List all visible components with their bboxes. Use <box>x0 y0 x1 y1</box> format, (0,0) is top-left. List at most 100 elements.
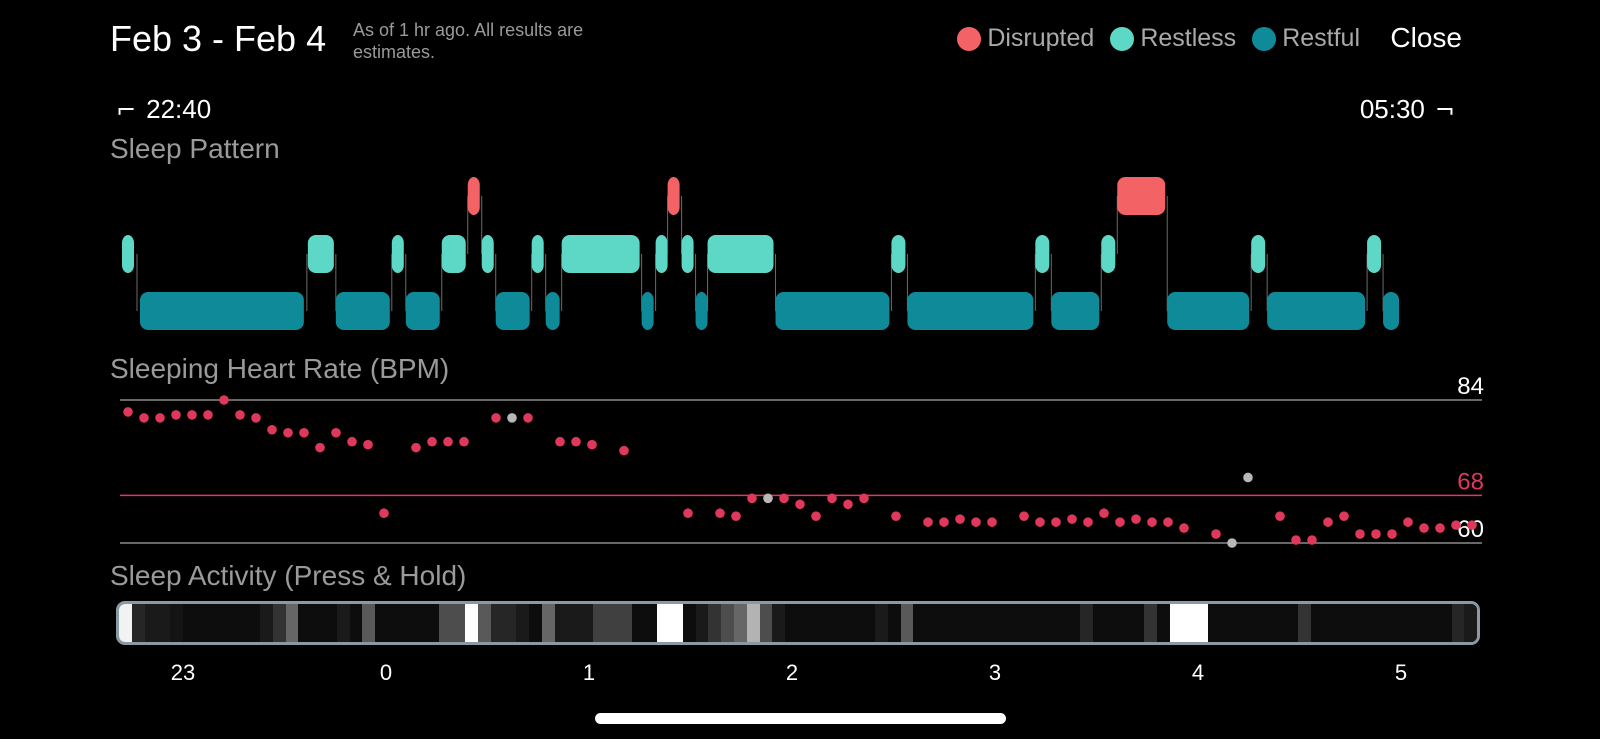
hr-point-70 <box>1451 520 1461 530</box>
pattern-restless-22 <box>1035 235 1050 273</box>
activity-segment <box>1451 604 1465 642</box>
activity-segment <box>541 604 555 642</box>
hr-point-22 <box>507 413 517 423</box>
hr-point-23 <box>523 413 533 423</box>
activity-segment <box>580 604 594 642</box>
pattern-restful-17 <box>695 292 708 330</box>
hr-point-59 <box>1275 511 1285 521</box>
activity-segment <box>772 604 786 642</box>
pattern-disrupted-7 <box>467 177 480 215</box>
activity-segment <box>939 604 952 642</box>
hr-point-4 <box>187 410 197 420</box>
activity-segment <box>516 604 529 642</box>
activity-segment <box>823 604 837 642</box>
activity-segment <box>682 604 696 642</box>
activity-segment <box>413 604 427 642</box>
pattern-restless-29 <box>1367 235 1382 273</box>
activity-segment <box>1220 604 1234 642</box>
hr-point-61 <box>1307 535 1317 545</box>
activity-segment <box>183 604 196 642</box>
hr-point-38 <box>859 493 869 504</box>
hr-point-6 <box>219 395 229 405</box>
pattern-disrupted-15 <box>667 177 680 215</box>
pattern-restful-5 <box>405 292 440 330</box>
pattern-restful-13 <box>641 292 654 330</box>
legend-item-restless: Restless <box>1110 24 1236 53</box>
hr-point-55 <box>1179 523 1189 533</box>
hr-point-37 <box>843 499 853 510</box>
pattern-restless-2 <box>307 235 334 273</box>
pattern-restless-27 <box>1251 235 1266 273</box>
hr-point-16 <box>379 508 389 519</box>
activity-segment <box>1284 604 1298 642</box>
activity-segment <box>900 604 914 642</box>
hr-label-68: 68 <box>1457 468 1484 495</box>
hr-point-63 <box>1339 511 1349 521</box>
pattern-restful-21 <box>907 292 1034 330</box>
hr-point-45 <box>1019 511 1029 521</box>
activity-segment <box>1425 604 1439 642</box>
activity-segment <box>1323 604 1337 642</box>
activity-segment <box>439 604 453 642</box>
pattern-restful-23 <box>1051 292 1100 330</box>
hr-point-66 <box>1387 529 1397 539</box>
activity-segment <box>964 604 978 642</box>
pattern-restless-14 <box>655 235 668 273</box>
heart-rate-chart: 846860 <box>120 373 1484 548</box>
hr-label-84: 84 <box>1457 373 1484 400</box>
disrupted-dot-icon <box>957 26 982 51</box>
hr-point-17 <box>411 442 421 453</box>
hr-point-44 <box>987 517 997 527</box>
home-indicator[interactable] <box>595 713 1006 724</box>
activity-segment <box>1336 604 1349 642</box>
legend-label-restful: Restful <box>1282 24 1360 52</box>
activity-segment <box>977 604 991 642</box>
activity-segment <box>618 604 632 642</box>
hr-point-25 <box>571 436 581 447</box>
pattern-restful-1 <box>139 292 304 330</box>
activity-segment <box>1349 604 1362 642</box>
pattern-restful-30 <box>1383 292 1400 330</box>
legend-item-disrupted: Disrupted <box>957 24 1094 53</box>
activity-segment <box>426 604 440 642</box>
activity-segment <box>951 604 965 642</box>
bracket-right-icon: ¬ <box>1434 96 1455 124</box>
hr-point-27 <box>619 445 629 456</box>
hr-point-28 <box>683 508 693 519</box>
activity-segment <box>836 604 850 642</box>
restless-dot-icon <box>1110 26 1135 51</box>
hr-point-9 <box>267 424 277 435</box>
pattern-disrupted-25 <box>1117 177 1166 215</box>
activity-segment <box>1092 604 1106 642</box>
hr-point-21 <box>491 413 501 423</box>
pattern-restful-26 <box>1167 292 1250 330</box>
activity-segment <box>669 604 683 642</box>
hr-point-7 <box>235 410 245 420</box>
activity-segment <box>913 604 927 642</box>
activity-segment <box>247 604 260 642</box>
hr-point-71 <box>1467 520 1477 530</box>
pattern-restless-6 <box>441 235 466 273</box>
activity-segment <box>490 604 504 642</box>
activity-segment <box>1003 604 1016 642</box>
close-button[interactable]: Close <box>1390 22 1462 53</box>
activity-segment <box>695 604 709 642</box>
hr-point-42 <box>955 514 965 524</box>
activity-segment <box>1144 604 1157 642</box>
activity-segment <box>1105 604 1119 642</box>
sleep-pattern-chart <box>122 177 1400 330</box>
activity-segment <box>1464 604 1477 642</box>
activity-segment <box>400 604 414 642</box>
activity-segment <box>810 604 824 642</box>
end-time: 05:30 ¬ <box>1360 94 1455 125</box>
hr-point-49 <box>1083 517 1093 527</box>
hr-point-58 <box>1243 472 1253 483</box>
hr-point-11 <box>299 427 309 438</box>
pattern-restless-16 <box>681 235 694 273</box>
sleep-activity-bar[interactable] <box>116 601 1480 645</box>
pattern-restless-4 <box>391 235 404 273</box>
activity-segment <box>208 604 222 642</box>
activity-segment <box>1374 604 1388 642</box>
activity-segment <box>990 604 1004 642</box>
activity-segment <box>1041 604 1055 642</box>
